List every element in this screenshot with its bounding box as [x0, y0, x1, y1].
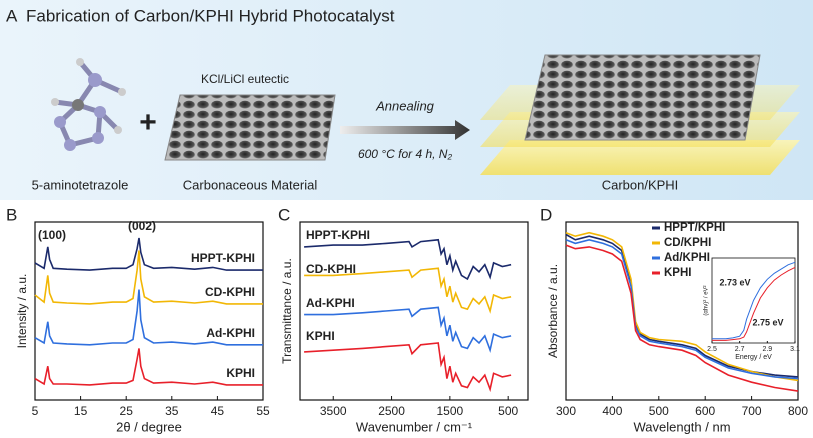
x-tick-label: 2.9 [762, 346, 772, 353]
panel-label: A [6, 6, 18, 25]
x-tick-label: 2500 [378, 404, 405, 418]
x-tick-label: 1500 [437, 404, 464, 418]
x-tick-label: 3500 [320, 404, 347, 418]
legend-label: KPHI [664, 267, 691, 279]
series-label: CD-KPHI [205, 285, 255, 299]
x-tick-label: 500 [498, 404, 518, 418]
carbon-slab [164, 94, 336, 161]
carbon-kphi-slab [524, 54, 761, 141]
legend-label: CD/KPHI [664, 237, 711, 249]
x-axis-title: Wavelength / nm [633, 419, 730, 434]
spectrum [34, 348, 263, 386]
peak-label: (002) [128, 219, 156, 233]
x-tick-label: 35 [165, 404, 179, 418]
spectrum [304, 267, 512, 314]
spectrum [304, 342, 512, 393]
x-tick-label: 300 [556, 404, 576, 418]
panel-label: B [6, 205, 17, 224]
x-tick-label: 700 [742, 404, 762, 418]
gap-label: 2.75 eV [752, 317, 783, 327]
gap-label: 2.73 eV [719, 277, 750, 287]
series-label: Ad-KPHI [206, 326, 255, 340]
spectrum [565, 231, 799, 382]
x-tick-label: 600 [695, 404, 715, 418]
spectrum [712, 261, 796, 340]
atoms [51, 58, 126, 151]
x-tick-label: 5 [32, 404, 39, 418]
x-tick-label: 800 [788, 404, 808, 418]
panel-label: C [278, 205, 290, 224]
x-tick-label: 2.7 [735, 346, 745, 353]
y-axis-title: (αhν)² / eV² [704, 285, 710, 315]
spectrum [34, 289, 263, 346]
x-tick-label: 25 [120, 404, 134, 418]
series-label: Ad-KPHI [306, 296, 355, 310]
precursor-label: 5-aminotetrazole [32, 177, 129, 192]
template-label: Carbonaceous Material [183, 177, 318, 192]
x-tick-label: 45 [211, 404, 225, 418]
series-label: KPHI [226, 366, 255, 380]
x-tick-label: 2.5 [707, 346, 717, 353]
legend-label: HPPT/KPHI [664, 222, 725, 234]
product-label: Carbon/KPHI [602, 177, 679, 192]
x-tick-label: 500 [649, 404, 669, 418]
spectrum [565, 244, 799, 392]
x-axis-title: 2θ / degree [116, 419, 182, 434]
legend-label: Ad/KPHI [664, 252, 710, 264]
arrow [340, 120, 470, 140]
spectrum [565, 233, 799, 378]
x-tick-label: 3.1 [790, 346, 800, 353]
step-label: Annealing [375, 98, 435, 113]
x-tick-label: 400 [602, 404, 622, 418]
spectrum [304, 306, 512, 354]
spectrum [565, 238, 799, 380]
series-label: CD-KPHI [306, 262, 356, 276]
panel-label: D [540, 205, 552, 224]
spectrum [304, 238, 512, 281]
plot-frame [34, 221, 264, 401]
x-axis-title: Wavenumber / cm⁻¹ [356, 419, 473, 434]
salt-label: KCl/LiCl eutectic [201, 72, 289, 86]
series-label: HPPT-KPHI [306, 228, 370, 242]
peak-label: (100) [38, 228, 66, 242]
y-axis-title: Intensity / a.u. [15, 274, 29, 349]
scheme-title: Fabrication of Carbon/KPHI Hybrid Photoc… [26, 6, 395, 25]
x-tick-label: 15 [74, 404, 88, 418]
y-axis-title: Absorbance / a.u. [546, 264, 560, 358]
plus: + [139, 106, 157, 139]
y-axis-title: Transmittance / a.u. [280, 258, 294, 364]
series-label: KPHI [306, 329, 335, 343]
x-tick-label: 55 [256, 404, 270, 418]
spectrum [34, 250, 263, 305]
spectrum [712, 266, 796, 341]
spectrum [34, 237, 263, 271]
x-axis-title: Energy / eV [735, 354, 772, 361]
conditions-label: 600 °C for 4 h, N₂ [358, 147, 453, 161]
series-label: HPPT-KPHI [191, 251, 255, 265]
